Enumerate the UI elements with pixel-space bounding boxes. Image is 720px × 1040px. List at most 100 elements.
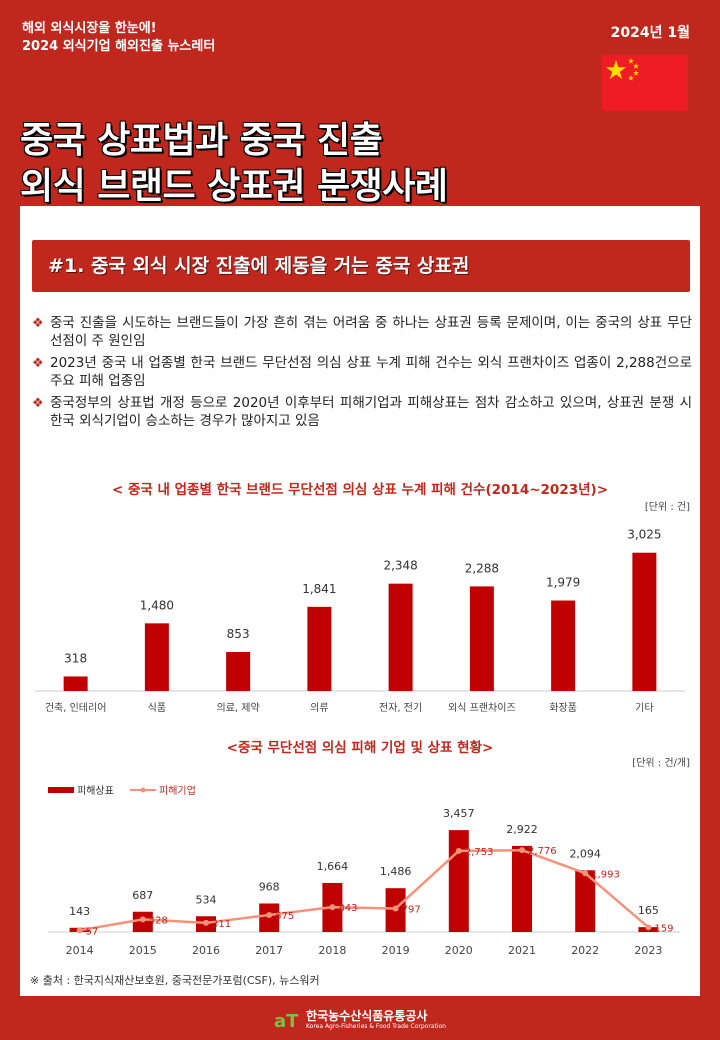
chart1-value-label: 2,288 xyxy=(465,561,499,575)
chart1-category-label: 외식 프랜차이즈 xyxy=(448,702,516,714)
chart2-unit: [단위 : 건/개] xyxy=(632,758,690,769)
chart1-value-label: 1,979 xyxy=(546,576,580,590)
chart1-bar xyxy=(226,652,251,691)
bullet-text: 중국정부의 상표법 개정 등으로 2020년 이후부터 피해기업과 피해상표는 … xyxy=(50,395,692,429)
chart1-unit: [단위 : 건] xyxy=(644,502,690,513)
chart2-year-label: 2023 xyxy=(634,944,662,957)
chart2-year-label: 2021 xyxy=(508,944,536,957)
chart2-line-marker xyxy=(76,927,83,934)
title-line-2: 외식 브랜드 상표권 분쟁사례 xyxy=(20,166,448,207)
chart2-line-value-label: 57 xyxy=(86,926,99,937)
bullet-list: ❖ 중국 진출을 시도하는 브랜드들이 가장 흔히 겪는 어려움 중 하나는 상표… xyxy=(32,314,692,434)
chart2-line-marker xyxy=(582,870,589,877)
china-flag-icon xyxy=(602,55,688,111)
chart2-year-label: 2022 xyxy=(571,944,599,957)
content-panel: #1. 중국 외식 시장 진출에 제동을 거는 중국 상표권 ❖ 중국 진출을 시… xyxy=(20,206,700,996)
chart2-line-marker xyxy=(392,905,399,912)
chart1-category-label: 의류 xyxy=(310,702,328,714)
chart2-line-value-label: 797 xyxy=(402,905,421,916)
legend-line-label: 피해기업 xyxy=(159,784,196,797)
chart1-category-label: 의료, 제약 xyxy=(217,702,260,714)
yearly-damage-combo-chart: 피해상표 피해기업 143 2014 687 2015 534 2016 968 2017 1,66… xyxy=(48,784,680,957)
bullet-text: 2023년 중국 내 업종별 한국 브랜드 무단선점 의심 상표 누계 피해 건… xyxy=(50,355,692,389)
diamond-bullet-icon: ❖ xyxy=(32,316,44,331)
chart2-year-label: 2018 xyxy=(318,944,346,957)
chart1-bar xyxy=(63,676,88,691)
diamond-bullet-icon: ❖ xyxy=(32,396,44,411)
bullet-item: ❖ 중국정부의 상표법 개정 등으로 2020년 이후부터 피해기업과 피해상표는… xyxy=(32,394,692,430)
chart2-title: <중국 무단선점 의심 피해 기업 및 상표 현황> xyxy=(226,740,494,756)
industry-damage-bar-chart: 318 건축, 인테리어 1,480 식품 853 의료, 제약 1,841 의류 2,348 전… xyxy=(35,528,685,714)
legend-bar-label: 피해상표 xyxy=(77,784,114,797)
chart1-bar xyxy=(307,606,332,691)
chart2-bar xyxy=(512,845,532,932)
diamond-bullet-icon: ❖ xyxy=(32,356,44,371)
chart2-year-label: 2020 xyxy=(445,944,473,957)
chart2-year-label: 2017 xyxy=(255,944,283,957)
chart2-year-label: 2015 xyxy=(129,944,157,957)
at-logo-icon: aT xyxy=(274,1009,300,1032)
issue-date: 2024년 1월 xyxy=(610,25,690,41)
bullet-item: ❖ 2023년 중국 내 업종별 한국 브랜드 무단선점 의심 상표 누계 피해 … xyxy=(32,354,692,390)
chart2-line-value-label: 159 xyxy=(654,923,673,934)
chart1-bar xyxy=(388,583,413,691)
chart2-line xyxy=(79,848,650,932)
chart2-line-value-label: 1,993 xyxy=(591,869,620,880)
chart2-line-marker xyxy=(519,847,525,854)
chart1-category-label: 건축, 인테리어 xyxy=(45,702,107,714)
chart2-line-marker xyxy=(329,904,336,911)
at-logo-text: aT xyxy=(274,1011,299,1031)
chart2-line-marker xyxy=(266,912,273,919)
chart2-line-value-label: 575 xyxy=(275,911,294,922)
header-tagline-block: 해외 외식시장을 한눈에! 2024 외식기업 해외진출 뉴스레터 xyxy=(22,20,215,56)
chart2-bar-value-label: 2,094 xyxy=(569,847,601,860)
chart2-bar-value-label: 1,664 xyxy=(317,860,349,873)
footer: aT 한국농수산식품유통공사 Korea Agro-Fisheries & Fo… xyxy=(0,1000,720,1040)
chart2-bar-value-label: 687 xyxy=(132,889,153,902)
chart2-year-label: 2016 xyxy=(192,944,220,957)
chart2-bar-value-label: 143 xyxy=(69,905,90,918)
chart1-bar xyxy=(551,600,576,691)
chart2-line-value-label: 2,776 xyxy=(528,846,557,857)
chart1-category-label: 전자, 전기 xyxy=(379,702,422,714)
chart1-category-label: 식품 xyxy=(148,702,166,714)
chart1-value-label: 1,841 xyxy=(302,582,336,596)
chart2-year-label: 2014 xyxy=(66,944,94,957)
chart1-title: < 중국 내 업종별 한국 브랜드 무단선점 의심 상표 누계 피해 건수(20… xyxy=(111,482,609,498)
chart1-value-label: 853 xyxy=(227,627,250,641)
header-subtitle: 2024 외식기업 해외진출 뉴스레터 xyxy=(22,39,216,54)
chart2-year-label: 2019 xyxy=(382,944,410,957)
legend-line-marker xyxy=(140,787,146,793)
bullet-item: ❖ 중국 진출을 시도하는 브랜드들이 가장 흔히 겪는 어려움 중 하나는 상표… xyxy=(32,314,692,350)
chart2-line-marker xyxy=(203,919,209,926)
chart2-line-value-label: 311 xyxy=(212,919,231,930)
chart1-value-label: 3,025 xyxy=(627,528,661,542)
source-note: ※ 출처 : 한국지식재산보호원, 중국전문가포럼(CSF), 뉴스워커 xyxy=(30,974,320,987)
chart1-category-label: 기타 xyxy=(635,702,653,714)
chart2-bar xyxy=(448,830,469,932)
chart2-bar-value-label: 2,922 xyxy=(506,823,538,836)
chart1-value-label: 1,480 xyxy=(140,598,174,612)
chart2-line-marker xyxy=(139,916,146,923)
chart1-bar xyxy=(632,552,657,691)
chart2-line-value-label: 2,753 xyxy=(465,847,494,858)
legend-bar-swatch xyxy=(48,787,74,793)
chart2-line-value-label: 428 xyxy=(149,915,168,926)
chart1-value-label: 2,348 xyxy=(383,559,417,573)
title-line-1: 중국 상표법과 중국 진출 xyxy=(20,120,383,161)
chart2-bar-value-label: 165 xyxy=(638,904,659,917)
chart2-line-marker xyxy=(645,924,652,931)
chart1-value-label: 318 xyxy=(64,651,87,665)
bullet-text: 중국 진출을 시도하는 브랜드들이 가장 흔히 겪는 어려움 중 하나는 상표권… xyxy=(50,315,692,349)
chart2-line-value-label: 843 xyxy=(338,903,357,914)
chart2-bar-value-label: 3,457 xyxy=(443,807,475,820)
org-name-en: Korea Agro-Fisheries & Food Trade Corpor… xyxy=(306,1022,446,1030)
chart2-bar-value-label: 968 xyxy=(259,880,280,893)
chart2-bar xyxy=(575,870,596,932)
chart1-bar xyxy=(144,623,169,691)
chart2-line-marker xyxy=(455,847,462,854)
chart2-bar-value-label: 1,486 xyxy=(380,865,412,878)
chart1-category-label: 화장품 xyxy=(549,702,577,714)
header-tagline: 해외 외식시장을 한눈에! xyxy=(22,21,157,36)
org-name: 한국농수산식품유통공사 xyxy=(306,1008,428,1023)
